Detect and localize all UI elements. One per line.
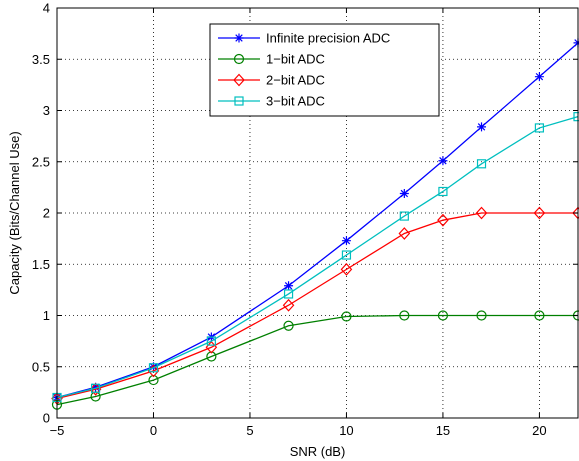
series-line	[56, 116, 579, 399]
series-line	[56, 314, 578, 406]
data-point	[534, 123, 545, 133]
x-tick-label: 0	[150, 423, 157, 438]
x-axis-label: SNR (dB)	[290, 444, 346, 459]
data-point	[399, 211, 409, 221]
legend-marker	[233, 53, 245, 65]
data-point	[476, 310, 487, 321]
y-tick-label: 2	[43, 206, 50, 221]
data-point	[340, 262, 353, 276]
data-point	[148, 363, 159, 373]
data-point	[90, 383, 101, 393]
data-point	[476, 159, 487, 169]
x-tick-label: 15	[436, 423, 450, 438]
x-tick-label: 5	[246, 423, 253, 438]
series-4	[52, 112, 579, 403]
data-point	[341, 236, 351, 246]
x-tick-label: 20	[532, 423, 546, 438]
data-point	[91, 382, 101, 392]
data-point	[437, 213, 449, 227]
y-tick-label: 3	[43, 103, 50, 118]
plot-series	[51, 38, 579, 410]
legend-label: 3−bit ADC	[266, 94, 325, 109]
y-tick-label: 3.5	[32, 52, 50, 67]
data-point	[399, 189, 409, 199]
data-point	[341, 250, 352, 260]
y-tick-label: 2.5	[32, 154, 50, 169]
y-tick-label: 0.5	[32, 359, 50, 374]
data-point	[283, 320, 294, 331]
legend-marker	[233, 73, 245, 87]
data-point	[206, 336, 216, 346]
y-tick-label: 0	[43, 411, 50, 426]
data-point	[438, 156, 448, 166]
data-point	[533, 206, 546, 220]
x-tick-label: −5	[50, 423, 65, 438]
legend-marker	[234, 33, 244, 43]
legend-label: Infinite precision ADC	[266, 31, 390, 46]
series-line	[56, 212, 578, 400]
data-point	[399, 310, 410, 321]
data-point	[534, 310, 545, 321]
y-tick-label: 4	[43, 1, 50, 16]
legend: Infinite precision ADC 1−bit ADC 2−bit ADC…	[209, 23, 440, 117]
legend-entry: Infinite precision ADC	[218, 31, 390, 46]
legend-entry: 2−bit ADC	[218, 73, 325, 88]
data-point	[534, 72, 544, 82]
legend-label: 1−bit ADC	[266, 52, 325, 67]
y-axis-label: Capacity (Bits/Channel Use)	[7, 131, 22, 294]
data-point	[284, 281, 294, 291]
data-point	[398, 227, 411, 240]
data-point	[438, 186, 448, 197]
data-point	[437, 310, 449, 321]
series-2	[51, 310, 579, 410]
legend-marker	[234, 96, 244, 106]
legend-entry: 3−bit ADC	[218, 94, 325, 109]
data-point	[148, 362, 158, 372]
y-tick-label: 1	[43, 308, 50, 323]
x-tick-label: 10	[339, 423, 353, 438]
data-point	[283, 289, 294, 299]
legend-entry: 1−bit ADC	[218, 52, 325, 67]
data-point	[477, 122, 487, 132]
data-point	[341, 311, 352, 322]
legend-label: 2−bit ADC	[266, 73, 325, 88]
data-point	[282, 298, 295, 312]
data-point	[475, 206, 488, 220]
y-tick-label: 1.5	[32, 257, 50, 272]
